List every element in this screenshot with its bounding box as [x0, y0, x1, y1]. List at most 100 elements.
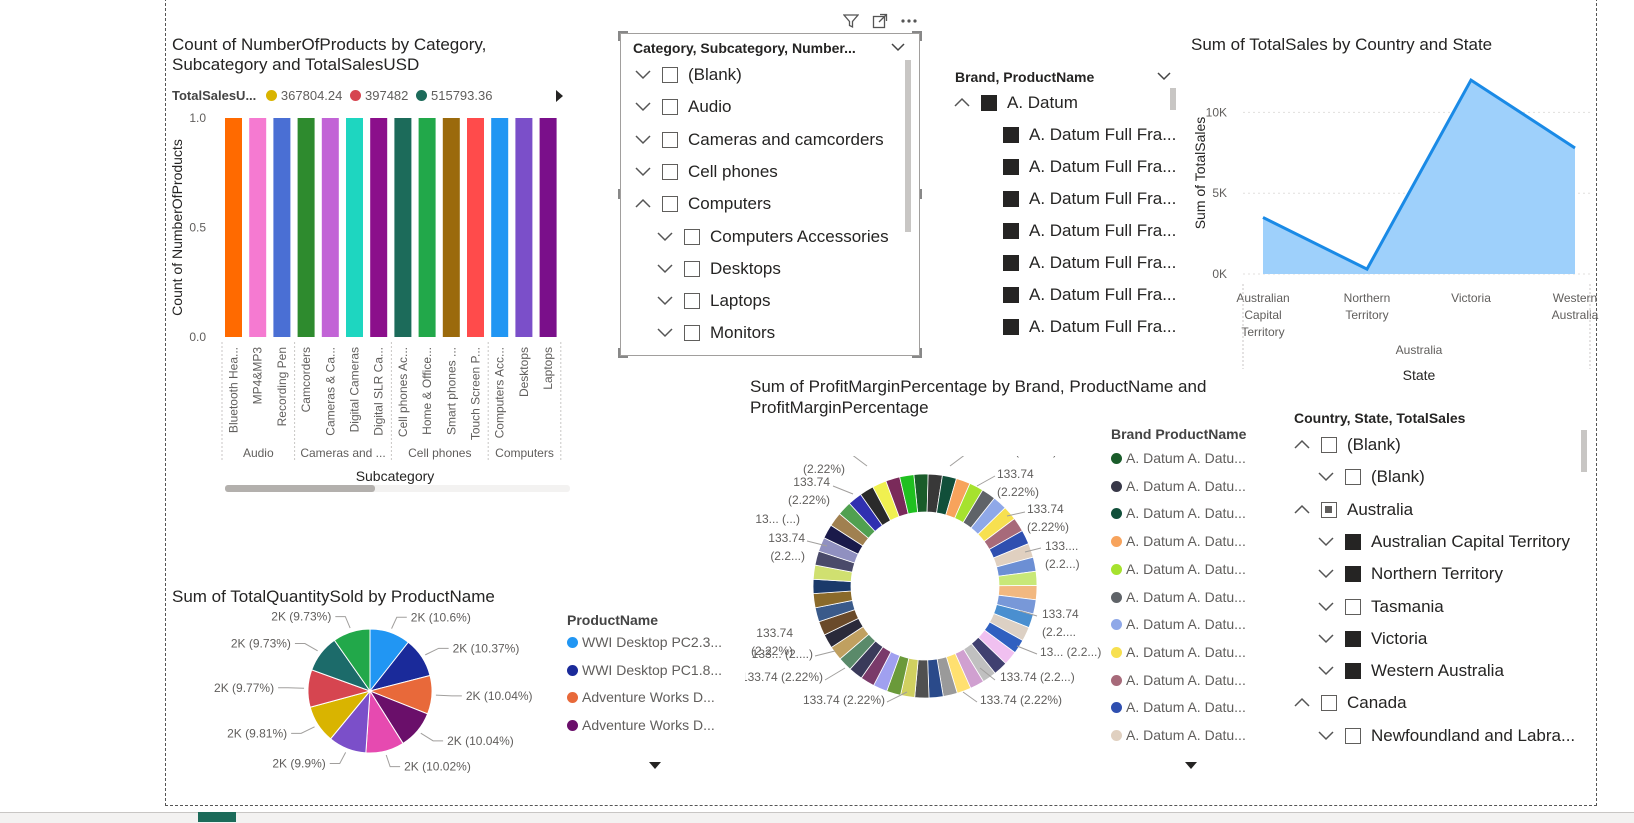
- chevron-down-icon[interactable]: [1318, 536, 1334, 548]
- chevron-down-icon[interactable]: [1318, 601, 1334, 613]
- bar[interactable]: [467, 118, 484, 337]
- chevron-down-icon[interactable]: [658, 297, 672, 304]
- chevron-down-icon[interactable]: [1319, 473, 1333, 480]
- chevron-down-icon[interactable]: [636, 71, 650, 78]
- checkbox[interactable]: [684, 293, 700, 309]
- brand-slicer-scrollbar[interactable]: [1170, 88, 1176, 110]
- legend-next-arrow-icon[interactable]: [556, 90, 563, 102]
- chevron-down-icon[interactable]: [635, 166, 651, 178]
- chevron-down-icon[interactable]: [657, 295, 673, 307]
- chevron-down-icon[interactable]: [891, 42, 905, 52]
- more-options-icon[interactable]: [900, 18, 918, 24]
- checkbox[interactable]: [684, 261, 700, 277]
- legend-item[interactable]: A. Datum A. Datu...: [1111, 672, 1246, 688]
- chevron-down-icon[interactable]: [1319, 603, 1333, 610]
- chevron-down-icon[interactable]: [635, 134, 651, 146]
- slicer-item[interactable]: Victoria: [1286, 626, 1586, 654]
- chevron-up-icon[interactable]: [1294, 697, 1310, 709]
- chevron-down-icon[interactable]: [1319, 635, 1333, 642]
- chevron-down-icon[interactable]: [1318, 633, 1334, 645]
- legend-item[interactable]: A. Datum A. Datu...: [1111, 505, 1246, 521]
- bar[interactable]: [273, 118, 290, 337]
- legend-item[interactable]: WWI Desktop PC2.3...: [567, 634, 722, 650]
- chevron-down-icon[interactable]: [657, 327, 673, 339]
- legend-item[interactable]: A. Datum A. Datu...: [1111, 699, 1246, 715]
- slicer-item[interactable]: Monitors: [621, 320, 901, 348]
- checkbox[interactable]: [1003, 223, 1019, 239]
- bar[interactable]: [419, 118, 436, 337]
- slicer-item[interactable]: A. Datum Full Fra...: [950, 314, 1170, 342]
- pie-chart-visual[interactable]: Sum of TotalQuantitySold by ProductName …: [170, 586, 730, 786]
- bar[interactable]: [346, 118, 363, 337]
- donut-chart-visual[interactable]: Sum of ProfitMarginPercentage by Brand, …: [745, 376, 1265, 776]
- category-slicer-scrollbar[interactable]: [905, 60, 911, 232]
- bar[interactable]: [491, 118, 508, 337]
- legend-item[interactable]: A. Datum A. Datu...: [1111, 727, 1246, 743]
- chevron-down-icon[interactable]: [635, 101, 651, 113]
- bar-legend-item[interactable]: 397482: [350, 88, 412, 103]
- checkbox[interactable]: [1345, 566, 1361, 582]
- chevron-down-icon[interactable]: [636, 136, 650, 143]
- chevron-down-icon[interactable]: [636, 168, 650, 175]
- legend-scroll-down-icon[interactable]: [649, 762, 661, 769]
- legend-item[interactable]: A. Datum A. Datu...: [1111, 644, 1246, 660]
- slicer-item[interactable]: Western Australia: [1286, 658, 1586, 686]
- chevron-up-icon[interactable]: [636, 200, 650, 207]
- slicer-item[interactable]: Australian Capital Territory: [1286, 529, 1586, 557]
- bar-legend-item[interactable]: 367804.24: [266, 88, 346, 103]
- slicer-item[interactable]: Australia: [1286, 497, 1586, 525]
- chevron-down-icon[interactable]: [1319, 538, 1333, 545]
- chevron-down-icon[interactable]: [658, 329, 672, 336]
- checkbox[interactable]: [1321, 695, 1337, 711]
- chevron-up-icon[interactable]: [1295, 506, 1309, 513]
- bar[interactable]: [540, 118, 557, 337]
- legend-item[interactable]: A. Datum A. Datu...: [1111, 589, 1246, 605]
- slicer-item[interactable]: Newfoundland and Labra...: [1286, 723, 1586, 744]
- legend-item[interactable]: Adventure Works D...: [567, 689, 715, 705]
- focus-mode-icon[interactable]: [872, 13, 888, 29]
- bar[interactable]: [394, 118, 411, 337]
- legend-item[interactable]: A. Datum A. Datu...: [1111, 561, 1246, 577]
- chevron-down-icon[interactable]: [1319, 667, 1333, 674]
- page-tab-active[interactable]: [198, 812, 236, 822]
- checkbox[interactable]: [684, 325, 700, 341]
- checkbox[interactable]: [662, 196, 678, 212]
- checkbox[interactable]: [1003, 191, 1019, 207]
- bar[interactable]: [225, 118, 242, 337]
- chevron-down-icon[interactable]: [657, 231, 673, 243]
- checkbox[interactable]: [662, 164, 678, 180]
- slicer-item[interactable]: (Blank): [1286, 464, 1586, 492]
- resize-handle[interactable]: [618, 31, 628, 41]
- slicer-item[interactable]: Northern Territory: [1286, 561, 1586, 589]
- checkbox[interactable]: [1003, 255, 1019, 271]
- filter-icon[interactable]: [843, 13, 859, 29]
- slicer-item[interactable]: (Blank): [621, 62, 901, 90]
- legend-item[interactable]: WWI Desktop PC1.8...: [567, 662, 722, 678]
- resize-handle[interactable]: [618, 189, 620, 199]
- checkbox[interactable]: [1321, 502, 1337, 518]
- legend-scroll-down-icon[interactable]: [1185, 762, 1197, 769]
- slicer-item[interactable]: A. Datum Full Fra...: [950, 154, 1170, 182]
- chevron-down-icon[interactable]: [658, 233, 672, 240]
- checkbox[interactable]: [1345, 728, 1361, 744]
- resize-handle[interactable]: [912, 31, 922, 41]
- slicer-item[interactable]: Cameras and camcorders: [621, 127, 901, 155]
- chevron-down-icon[interactable]: [1318, 471, 1334, 483]
- bar[interactable]: [298, 118, 315, 337]
- chevron-down-icon[interactable]: [1157, 71, 1171, 81]
- checkbox[interactable]: [1345, 534, 1361, 550]
- chevron-down-icon[interactable]: [635, 69, 651, 81]
- checkbox[interactable]: [981, 95, 997, 111]
- legend-item[interactable]: A. Datum A. Datu...: [1111, 478, 1246, 494]
- bar-legend-item[interactable]: 515793.36: [416, 88, 492, 103]
- slicer-item[interactable]: A. Datum Full Fra...: [950, 122, 1170, 150]
- chevron-up-icon[interactable]: [1294, 439, 1310, 451]
- slicer-item[interactable]: (Blank): [1286, 432, 1586, 460]
- slicer-item[interactable]: Tasmania: [1286, 594, 1586, 622]
- chevron-up-icon[interactable]: [635, 198, 651, 210]
- checkbox[interactable]: [1345, 469, 1361, 485]
- checkbox[interactable]: [684, 229, 700, 245]
- slicer-item[interactable]: A. Datum Full Fra...: [950, 218, 1170, 246]
- chevron-down-icon[interactable]: [1318, 568, 1334, 580]
- chevron-down-icon[interactable]: [1318, 730, 1334, 742]
